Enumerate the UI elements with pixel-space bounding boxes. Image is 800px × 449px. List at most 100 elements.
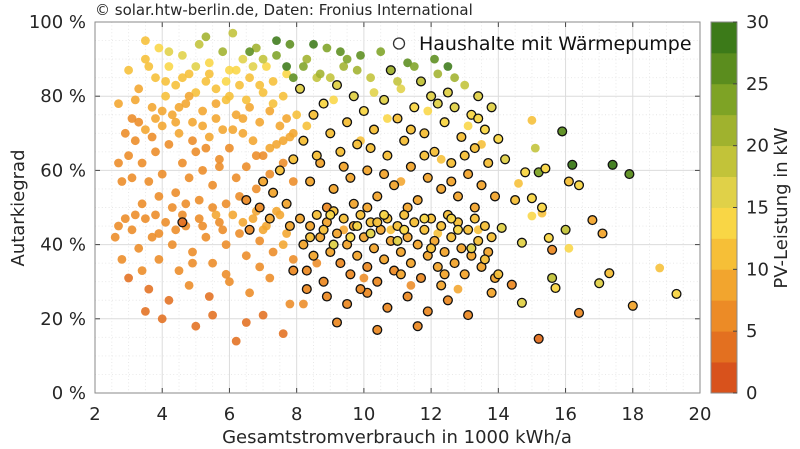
x-tick-label: 6	[224, 404, 235, 425]
scatter-point-heatpump	[358, 105, 369, 117]
scatter-point	[130, 95, 140, 105]
scatter-point	[288, 255, 298, 264]
scatter-point-heatpump	[597, 228, 608, 239]
scatter-point	[157, 169, 167, 179]
scatter-point	[225, 143, 234, 153]
scatter-point	[124, 273, 133, 283]
y-tick-label: 100 %	[29, 12, 86, 33]
scatter-point-heatpump	[594, 278, 605, 289]
scatter-point	[514, 179, 523, 188]
scatter-point	[299, 62, 308, 71]
scatter-point	[114, 158, 123, 168]
scatter-point	[325, 73, 335, 83]
scatter-point	[167, 110, 177, 120]
scatter-point-heatpump	[479, 124, 490, 135]
scatter-point-heatpump	[308, 250, 319, 261]
scatter-point	[157, 121, 167, 131]
scatter-point-heatpump	[392, 235, 403, 246]
scatter-point-heatpump	[446, 176, 457, 187]
scatter-point	[110, 232, 120, 242]
scatter-point-heatpump	[382, 302, 393, 313]
scatter-point	[366, 73, 375, 83]
scatter-point	[302, 121, 312, 131]
scatter-point	[114, 99, 123, 108]
scatter-point	[124, 65, 133, 75]
scatter-point	[181, 199, 191, 209]
scatter-point-heatpump	[301, 284, 312, 295]
scatter-point	[127, 173, 137, 183]
scatter-point	[141, 54, 150, 64]
scatter-point	[255, 262, 265, 272]
scatter-point-heatpump	[405, 161, 416, 172]
scatter-point	[154, 192, 164, 201]
scatter-point	[278, 240, 288, 250]
scatter-point-heatpump	[563, 176, 574, 187]
scatter-point	[208, 310, 218, 320]
colorbar-tick-label: 10	[746, 259, 769, 280]
scatter-point	[278, 136, 288, 146]
scatter-point	[393, 77, 402, 86]
scatter-point-heatpump	[671, 288, 682, 299]
scatter-point-heatpump	[348, 91, 359, 102]
scatter-point	[141, 125, 150, 134]
scatter-point-heatpump	[466, 243, 477, 254]
scatter-point-heatpump	[382, 150, 393, 161]
scatter-point-heatpump	[362, 165, 373, 176]
scatter-point	[218, 225, 228, 235]
scatter-point	[184, 281, 194, 290]
scatter-point	[268, 99, 278, 108]
scatter-point-heatpump	[325, 128, 336, 139]
scatter-point-heatpump	[469, 143, 480, 154]
scatter-point-heatpump	[627, 300, 638, 311]
scatter-point-heatpump	[459, 269, 470, 280]
scatter-point-heatpump	[409, 102, 420, 113]
scatter-point	[309, 39, 318, 49]
scatter-point	[221, 269, 231, 279]
scatter-point-heatpump	[412, 321, 423, 332]
scatter-point	[352, 65, 362, 75]
scatter-point-heatpump	[298, 135, 309, 146]
colorbar-band	[711, 269, 737, 301]
scatter-point-heatpump	[372, 276, 383, 287]
scatter-point	[251, 43, 261, 53]
scatter-point	[322, 43, 332, 53]
scatter-point	[198, 221, 208, 231]
scatter-point	[655, 263, 665, 273]
scatter-point	[198, 121, 208, 131]
scatter-point-heatpump	[258, 176, 269, 187]
scatter-point	[463, 121, 473, 131]
scatter-point	[194, 214, 204, 224]
colorbar-band	[711, 52, 737, 85]
scatter-point	[208, 258, 218, 268]
scatter-point-heatpump	[439, 269, 450, 280]
scatter-point	[184, 91, 194, 101]
scatter-point-heatpump	[331, 228, 343, 239]
scatter-point-heatpump	[338, 161, 349, 172]
scatter-point-heatpump	[473, 113, 484, 124]
scatter-point-heatpump	[305, 176, 316, 187]
scatter-point-heatpump	[456, 131, 467, 143]
scatter-point	[228, 125, 238, 134]
scatter-point	[282, 114, 291, 123]
scatter-point	[171, 117, 181, 127]
scatter-point	[184, 69, 194, 79]
colorbar-band	[711, 238, 737, 270]
scatter-point	[221, 77, 231, 86]
scatter-point-heatpump	[412, 239, 423, 250]
scatter-point	[342, 54, 352, 64]
scatter-point	[191, 88, 201, 97]
scatter-point-heatpump	[372, 324, 383, 335]
scatter-point-heatpump	[405, 258, 416, 269]
scatter-point-heatpump	[284, 220, 295, 232]
scatter-point	[141, 214, 150, 224]
plot-frame	[94, 21, 701, 394]
scatter-point-heatpump	[459, 150, 470, 161]
scatter-point-heatpump	[516, 297, 527, 308]
scatter-point-heatpump	[439, 246, 450, 258]
scatter-point-heatpump	[473, 235, 484, 246]
scatter-point-heatpump	[268, 187, 279, 198]
scatter-point-heatpump	[607, 159, 618, 170]
scatter-point	[154, 43, 164, 53]
scatter-point-heatpump	[442, 87, 453, 98]
